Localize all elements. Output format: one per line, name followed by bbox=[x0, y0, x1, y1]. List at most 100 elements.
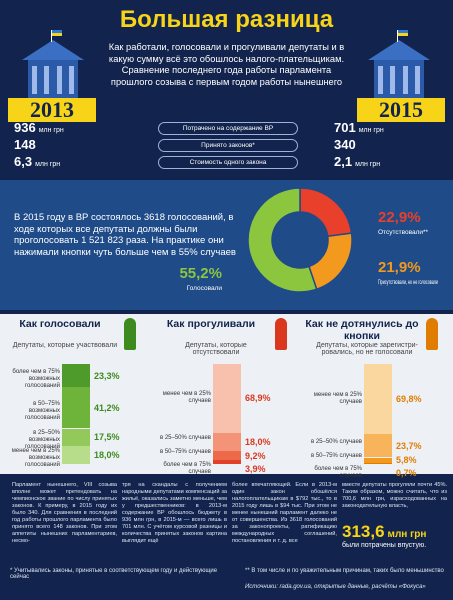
subtitle: Как работали, голосовали и прогуливали д… bbox=[108, 42, 345, 87]
donut-value: 55,2% bbox=[179, 265, 222, 282]
number: 6,3 bbox=[14, 154, 33, 169]
votes-text: В 2015 году в ВР состоялось 3618 голосов… bbox=[14, 212, 236, 258]
comparison-label: Потрачено на содержание ВР bbox=[158, 122, 298, 135]
donut-category: Присутствовали, но не голосовали bbox=[378, 279, 438, 286]
year-left: 2013 bbox=[8, 98, 96, 122]
column-title: Как не дотянулись до кнопки bbox=[305, 318, 419, 342]
right-value: 2,1 млн грн bbox=[334, 154, 380, 169]
number: 148 bbox=[14, 137, 36, 152]
column-subtitle: Депутаты, которые зарегистри-ровались, н… bbox=[316, 342, 418, 356]
row-value: 0,7% bbox=[396, 468, 417, 479]
row-value: 23,7% bbox=[396, 440, 422, 451]
row-value: 18,0% bbox=[245, 436, 271, 447]
column: Как не дотянулись до кнопки Депутаты, кот… bbox=[302, 314, 453, 479]
bar-segment bbox=[213, 450, 241, 461]
title: Большая разница bbox=[119, 6, 334, 33]
unit: млн грн bbox=[38, 127, 64, 134]
bar-segment bbox=[62, 364, 90, 388]
highlight: 313,6 млн грн bbox=[342, 522, 426, 542]
parliament-icon bbox=[22, 30, 84, 98]
votes-section bbox=[0, 180, 453, 310]
source: Источники: rada.gov.ua, открытые данные,… bbox=[245, 584, 426, 590]
row-label: более чем в 75% возможных голосований bbox=[12, 368, 60, 389]
comparison-row: 936 млн грн Потрачено на содержание ВР 701 м… bbox=[0, 120, 453, 136]
bar-segment bbox=[213, 432, 241, 451]
left-value: 148 bbox=[14, 137, 36, 152]
right-value: 340 bbox=[334, 137, 356, 152]
article-column: Парламент нынешнего, VIII созыва вполне … bbox=[12, 482, 117, 544]
column-subtitle: Депутаты, которые участвовали bbox=[12, 342, 118, 349]
right-value: 701 млн грн bbox=[334, 120, 384, 135]
number: 936 bbox=[14, 120, 36, 135]
row-label: менее чем в 25% случаев bbox=[313, 391, 362, 405]
donut-chart: 22,9% Отсутствовали** 21,9% Присутствовали,… bbox=[179, 187, 438, 293]
donut-segment bbox=[308, 232, 353, 291]
donut-value: 21,9% bbox=[378, 259, 421, 276]
figure-icon bbox=[426, 318, 438, 350]
row-value: 41,2% bbox=[94, 402, 120, 413]
donut-value: 22,9% bbox=[378, 209, 421, 226]
left-value: 6,3 млн грн bbox=[14, 154, 60, 169]
row-label: менее чем в 25% возможных голосований bbox=[11, 448, 60, 468]
column: Как прогуливали Депутаты, которые отсутст… bbox=[151, 314, 302, 475]
row-label: менее чем в 25% случаев bbox=[162, 391, 211, 405]
article: Парламент нынешнего, VIII созыва вполне … bbox=[0, 478, 453, 562]
bar-segment bbox=[62, 428, 90, 446]
row-value: 18,0% bbox=[94, 450, 120, 460]
footnote: * Учитывались законы, принятые в соответ… bbox=[10, 568, 218, 580]
parliament-icon bbox=[368, 30, 430, 98]
row-label: в 25–50% случаев bbox=[159, 434, 211, 441]
number: 701 bbox=[334, 120, 356, 135]
article-column: вместе депутаты прогуляли почти 45%. Так… bbox=[342, 482, 447, 509]
article-ending: были потрачены впустую. bbox=[342, 542, 427, 549]
row-label: в 25–50% возможных голосований bbox=[24, 430, 60, 451]
row-value: 3,9% bbox=[245, 463, 266, 474]
bar-segment bbox=[62, 446, 90, 464]
row-value: 9,2% bbox=[245, 450, 266, 461]
bar-segment bbox=[213, 460, 241, 464]
row-value: 17,5% bbox=[94, 432, 120, 443]
number: 340 bbox=[334, 137, 356, 152]
left-value: 936 млн грн bbox=[14, 120, 64, 135]
unit: млн грн bbox=[358, 127, 384, 134]
row-label: в 50–75% случаев bbox=[159, 448, 211, 455]
bar-segment bbox=[213, 364, 241, 433]
bar-segment bbox=[364, 463, 392, 464]
row-label: более чем в 75% случаев bbox=[163, 461, 211, 475]
year-right: 2015 bbox=[357, 98, 445, 122]
row-value: 69,8% bbox=[396, 393, 422, 404]
donut-category: Голосовали bbox=[187, 285, 223, 292]
bar-segment bbox=[364, 433, 392, 458]
column-title: Как голосовали bbox=[19, 318, 101, 330]
unit: млн грн bbox=[355, 161, 381, 168]
row-label: в 25–50% случаев bbox=[310, 438, 362, 445]
row-label: в 50–75% возможных голосований bbox=[24, 400, 60, 421]
donut-segment bbox=[299, 187, 353, 238]
article-column: более впечатляющей. Если в 2013-м один з… bbox=[232, 482, 337, 544]
row-value: 5,8% bbox=[396, 455, 417, 466]
donut-segment bbox=[247, 187, 318, 293]
bar-segment bbox=[62, 387, 90, 429]
row-value: 23,3% bbox=[94, 370, 120, 381]
unit: млн грн bbox=[35, 161, 61, 168]
comparison-label: Принято законов* bbox=[158, 139, 298, 152]
comparison-row: 6,3 млн грн Стоимость одного закона 2,1 млн … bbox=[0, 154, 453, 170]
figure-icon bbox=[275, 318, 287, 350]
row-label: более чем в 75% случаев bbox=[314, 466, 362, 480]
column-subtitle: Депутаты, которые отсутствовали bbox=[185, 342, 247, 356]
footnote: ** В том числе и по уважительным причина… bbox=[245, 568, 444, 574]
donut-category: Отсутствовали** bbox=[378, 229, 429, 236]
highlight-value: 313,6 bbox=[342, 522, 385, 541]
columns-section: Как голосовали Депутаты, которые участвов… bbox=[0, 314, 453, 479]
comparison-label: Стоимость одного закона bbox=[158, 156, 298, 169]
article-column: тря на скандалы с получением народными д… bbox=[122, 482, 227, 544]
row-value: 68,9% bbox=[245, 393, 271, 404]
column-title: Как прогуливали bbox=[166, 318, 256, 330]
column: Как голосовали Депутаты, которые участвов… bbox=[0, 314, 151, 474]
row-label: в 50–75% случаев bbox=[310, 453, 362, 460]
comparison-row: 148 Принято законов* 340 bbox=[0, 137, 453, 153]
bar-segment bbox=[364, 364, 392, 434]
highlight-unit: млн грн bbox=[387, 529, 427, 540]
bar-segment bbox=[364, 457, 392, 464]
